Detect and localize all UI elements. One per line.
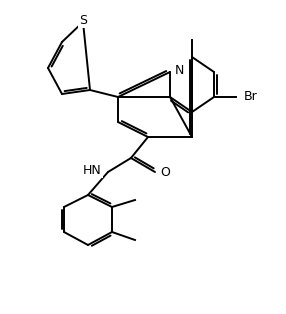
Text: HN: HN bbox=[83, 165, 102, 177]
Text: S: S bbox=[79, 14, 87, 28]
Text: Br: Br bbox=[244, 90, 258, 104]
Text: O: O bbox=[160, 166, 170, 180]
Text: N: N bbox=[175, 64, 184, 78]
